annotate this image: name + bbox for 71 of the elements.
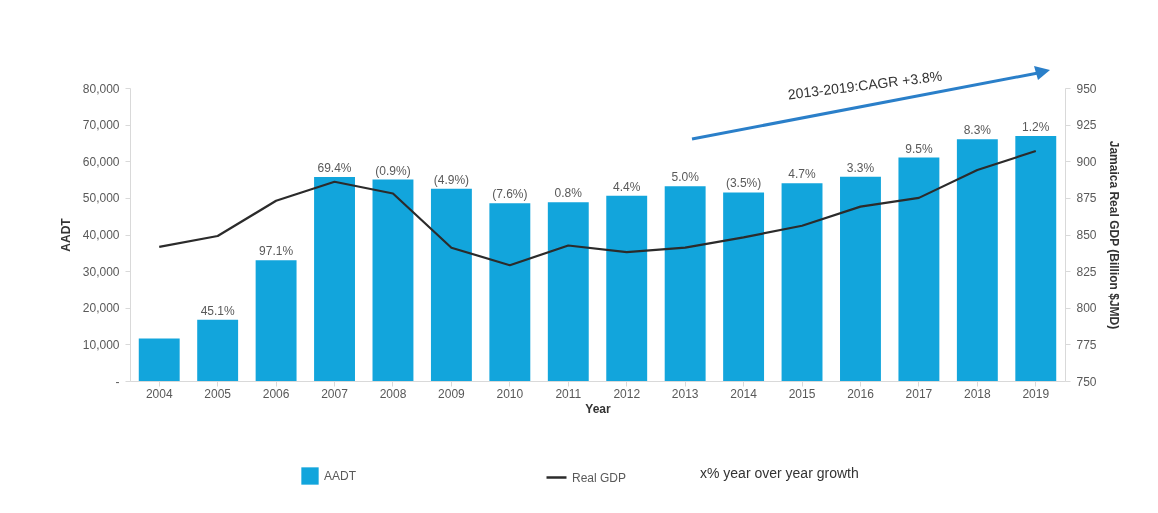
x-tick-label: 2010 [496,386,524,401]
x-tick-label: 2016 [847,386,875,401]
bar [664,186,706,381]
bar [372,179,414,381]
annotation: 45.1% [200,303,235,318]
y-tick-label: 20,000 [82,301,120,316]
annotation: 0.8% [554,186,583,201]
bar [781,183,823,381]
y-tick-label: 10,000 [82,337,120,352]
annotation: 69.4% [317,161,352,175]
bar [956,139,998,381]
bar [547,202,589,381]
y2-tick-label: 825 [1076,264,1097,279]
y-tick-label: - [115,374,120,389]
x-tick-label: 2004 [145,386,173,401]
x-tick-label: 2007 [321,386,349,401]
y2-tick-label: 875 [1076,191,1097,206]
bar [430,188,472,381]
bar [489,203,531,381]
x-axis-title: Year [585,401,612,416]
y2-tick-label: 900 [1076,154,1097,169]
x-tick-label: 2019 [1022,386,1050,401]
x-tick-label: 2008 [379,386,407,401]
y2-tick-label: 925 [1076,118,1097,133]
y-axis-title: AADT [58,217,73,252]
y2-tick-label: 800 [1076,301,1097,316]
legend-label: AADT [324,469,357,483]
annotation: 4.7% [788,167,817,182]
x-tick-label: 2017 [905,386,933,401]
x-tick-label: 2015 [788,386,816,401]
y-tick-label: 60,000 [82,154,120,169]
x-tick-label: 2013 [671,386,699,401]
y-tick-label: 40,000 [82,228,120,242]
y2-tick-label: 775 [1076,337,1097,352]
annotation: 3.3% [846,160,875,175]
annotation: 9.5% [905,141,933,156]
x-tick-label: 2014 [730,386,758,401]
bar [1015,135,1057,381]
annotation: 4.4% [613,179,641,194]
y2-tick-label: 950 [1076,81,1097,96]
annotation: 8.3% [963,123,992,138]
x-tick-label: 2009 [438,386,466,401]
bar [197,319,239,381]
x-tick-label: 2011 [555,386,582,401]
y-tick-label: 70,000 [82,118,120,133]
bar [898,157,940,381]
legend-label: Real GDP [572,470,627,485]
x-tick-label: 2012 [613,386,641,401]
annotation: (0.9%) [375,163,411,178]
annotation: 5.0% [671,170,700,185]
bar [314,177,355,381]
y2-axis-title: Jamaica Real GDP (Billion $JMD) [1106,140,1121,330]
x-tick-label: 2005 [204,386,232,401]
bar [255,260,297,381]
bar [138,338,180,381]
y-tick-label: 30,000 [82,264,120,279]
annotation: 1.2% [1022,119,1050,134]
x-tick-label: 2018 [963,386,992,401]
annotation: 97.1% [259,244,294,259]
text: x% year over year growth [700,465,859,481]
annotation: (7.6%) [492,187,528,202]
annotation: (4.9%) [433,172,470,187]
y-tick-label: 80,000 [82,81,120,96]
y-tick-label: 50,000 [82,191,120,206]
annotation: (3.5%) [725,176,762,191]
y2-tick-label: 750 [1076,374,1097,389]
bar [606,195,648,381]
y2-tick-label: 850 [1076,228,1097,242]
bar [723,192,765,381]
bar [840,176,881,381]
x-tick-label: 2006 [262,386,290,401]
